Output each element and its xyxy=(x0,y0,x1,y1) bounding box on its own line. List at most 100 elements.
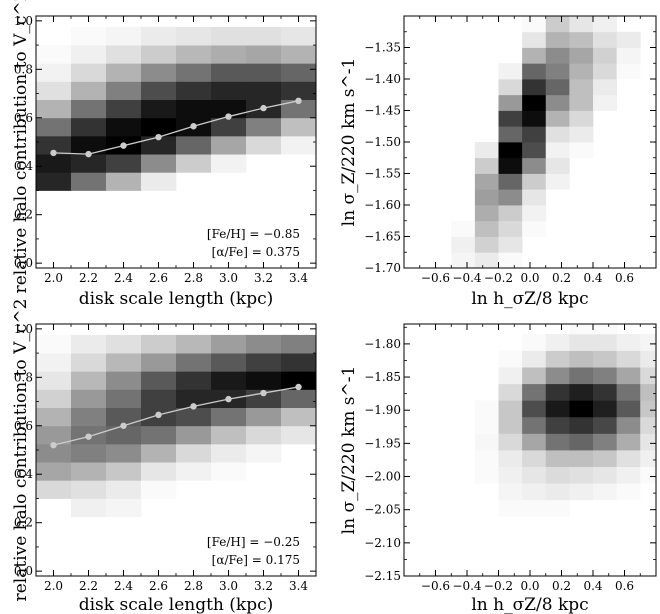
x-tick-label: 0.2 xyxy=(552,271,571,285)
heatmap-cell xyxy=(522,400,547,418)
heatmap-cell xyxy=(545,450,570,467)
heatmap-cell xyxy=(545,383,570,401)
heatmap-cell xyxy=(141,389,177,408)
y-tick-label: −1.55 xyxy=(364,167,401,181)
heatmap-cell xyxy=(211,407,247,427)
heatmap-cell xyxy=(211,99,247,119)
panel-top-left: 2.0 2.2 2.4 2.6 2.8 3.0 3.2 3.4 0.0 0.2 0.4 0.6 0.8 1… xyxy=(11,0,317,309)
y-tick-label: −1.70 xyxy=(364,261,401,275)
heatmap-cell xyxy=(36,371,72,390)
x-tick-label: 3.0 xyxy=(219,579,238,593)
heatmap-cell xyxy=(36,389,72,408)
y-tick-label: −1.65 xyxy=(364,230,401,244)
heatmap-cell xyxy=(593,400,618,418)
heatmap-cell xyxy=(569,450,594,467)
heatmap-cell xyxy=(141,334,177,354)
y-tick-label: 0.2 xyxy=(14,208,33,222)
heatmap-cell xyxy=(522,142,547,159)
heatmap-cell xyxy=(71,353,107,372)
heatmap-cell xyxy=(36,135,72,155)
heatmap-cell xyxy=(246,407,282,427)
heatmap-cell xyxy=(522,450,547,467)
heatmap-cell xyxy=(246,81,282,100)
median-point xyxy=(260,389,267,397)
heatmap-cell xyxy=(141,172,177,191)
heatmap-cells xyxy=(36,334,317,518)
heatmap-cell xyxy=(593,16,618,33)
heatmap-cell xyxy=(141,99,177,119)
x-tick-label: 3.2 xyxy=(254,271,273,285)
x-tick-label: −0.4 xyxy=(452,579,482,593)
y-tick-label: 1.0 xyxy=(14,14,33,28)
heatmap-cell xyxy=(616,450,641,467)
heatmap-cell xyxy=(176,26,212,46)
heatmap-cell xyxy=(176,81,212,100)
heatmap-cell xyxy=(522,157,547,174)
heatmap-cell xyxy=(211,353,247,372)
heatmap-cell xyxy=(593,450,618,467)
heatmap-cell xyxy=(176,45,212,64)
heatmap-cell xyxy=(176,443,212,463)
heatmap-cell xyxy=(498,63,523,80)
heatmap-cell xyxy=(640,383,657,401)
heatmap-cell xyxy=(141,425,177,445)
y-tick-label: 0.8 xyxy=(14,370,33,384)
heatmap-cell xyxy=(474,236,499,253)
heatmap-cell xyxy=(36,45,72,64)
heatmap-cell xyxy=(616,433,641,451)
y-tick-label: −1.45 xyxy=(364,104,401,118)
heatmap-cell xyxy=(474,142,499,159)
heatmap-cell xyxy=(616,383,641,401)
heatmap-cell xyxy=(176,462,212,481)
heatmap-cell xyxy=(474,450,499,467)
heatmap-cell xyxy=(522,110,547,127)
median-line-path xyxy=(53,386,299,446)
heatmap-cell xyxy=(281,81,317,100)
x-tick-label: 2.2 xyxy=(79,271,98,285)
y-tick-label: −2.15 xyxy=(364,569,401,583)
heatmap-cell xyxy=(498,350,523,368)
heatmap-cell xyxy=(106,172,142,191)
heatmap-cell xyxy=(498,367,523,385)
heatmap-cell xyxy=(545,400,570,418)
x-tick-label: 2.0 xyxy=(44,271,63,285)
median-point xyxy=(155,411,162,419)
x-tick-label: 0.4 xyxy=(583,271,602,285)
heatmap-cell xyxy=(36,154,72,173)
heatmap-cell xyxy=(593,483,618,501)
heatmap-cell xyxy=(569,47,594,64)
heatmap-cell xyxy=(569,350,594,368)
heatmap-cell xyxy=(569,79,594,96)
heatmap-cell xyxy=(36,462,72,481)
heatmap-cell xyxy=(106,462,142,481)
heatmap-cell xyxy=(545,157,570,174)
x-axis-label: ln h_σZ/8 kpc xyxy=(471,595,588,614)
heatmap-cell xyxy=(71,26,107,46)
heatmap-cell xyxy=(106,45,142,64)
heatmap-cell xyxy=(246,371,282,390)
heatmap-cell xyxy=(474,252,499,269)
heatmap-cell xyxy=(522,220,547,237)
heatmap-cell xyxy=(545,79,570,96)
heatmap-cell xyxy=(498,400,523,418)
heatmap-cell xyxy=(176,334,212,354)
panel-bottom-left: 2.0 2.2 2.4 2.6 2.8 3.0 3.2 3.4 0.0 0.2 0.4 0.6 0.8 1… xyxy=(11,299,317,614)
heatmap-cell xyxy=(640,450,657,467)
heatmap-cell xyxy=(474,220,499,237)
heatmap-cell xyxy=(211,81,247,100)
heatmap-cell xyxy=(498,499,523,517)
y-axis-label: ln σ_Z/220 km s^-1 xyxy=(339,366,359,535)
heatmap-cell xyxy=(141,63,177,82)
median-line-path xyxy=(53,100,299,155)
heatmap-cell xyxy=(522,466,547,484)
heatmap-cell xyxy=(545,367,570,385)
heatmap-cell xyxy=(106,154,142,173)
heatmap-cell xyxy=(246,117,282,137)
heatmap-cell xyxy=(71,117,107,137)
x-tick-label: 2.0 xyxy=(44,579,63,593)
x-tick-label: −0.6 xyxy=(421,271,450,285)
y-tick-label: 0.0 xyxy=(14,564,33,578)
heatmap-cell xyxy=(545,110,570,127)
heatmap-cell xyxy=(106,117,142,137)
heatmap-cell xyxy=(522,383,547,401)
